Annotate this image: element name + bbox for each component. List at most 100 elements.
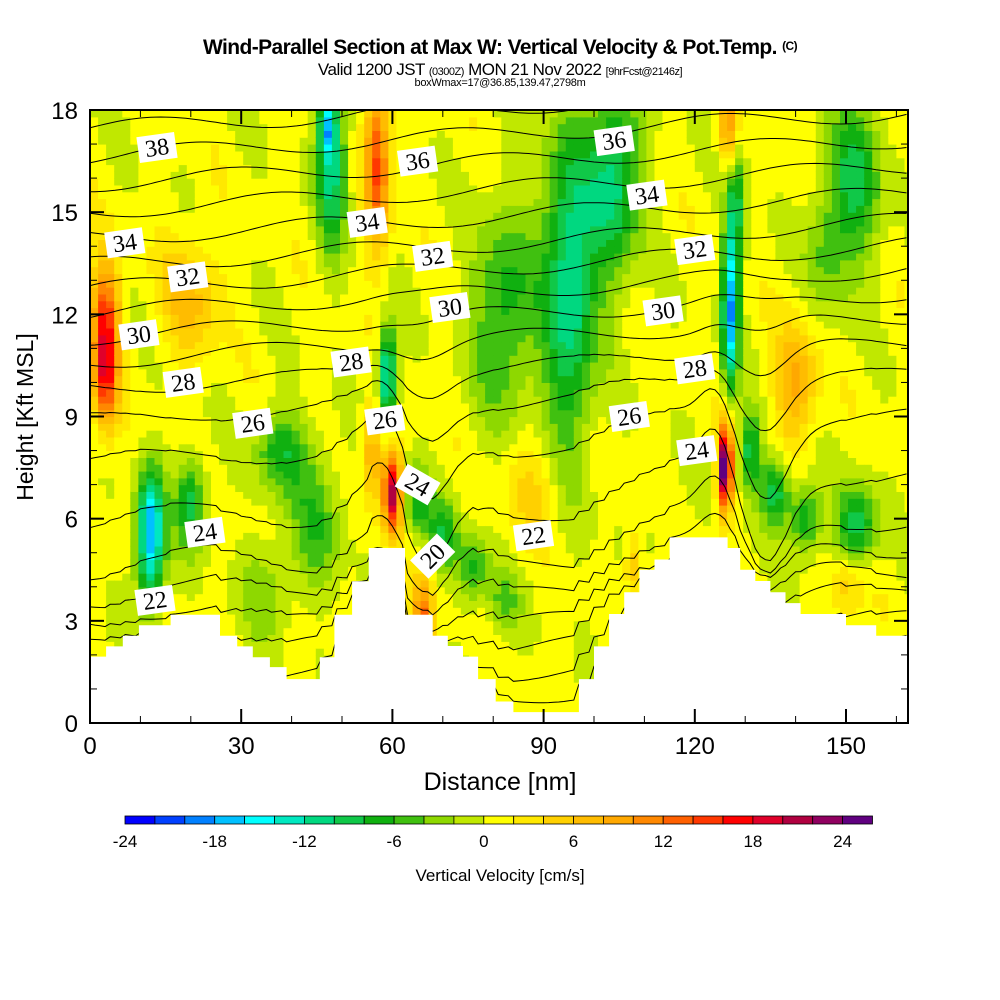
w-cell [477,273,486,281]
w-cell [372,110,381,118]
w-cell [114,150,123,159]
w-cell [98,205,107,213]
w-cell [380,518,389,527]
w-cell [380,178,389,186]
w-cell [267,253,277,261]
w-cell [154,511,164,520]
w-cell [340,266,349,275]
w-cell [340,198,349,206]
w-cell [227,525,236,533]
w-cell [469,614,478,622]
w-cell [138,259,148,268]
w-cell [477,402,486,411]
w-cell [525,219,535,227]
w-cell [348,552,357,561]
w-cell [170,191,180,200]
w-cell [501,695,510,704]
w-cell [251,539,260,547]
w-cell [493,471,502,479]
w-cell [420,409,430,418]
w-cell [452,328,462,336]
w-cell [444,525,454,533]
w-cell [460,219,470,227]
w-cell [275,225,285,234]
w-cell [485,205,494,213]
w-cell [259,443,268,452]
w-cell [211,184,220,193]
w-cell [251,307,260,315]
w-cell [130,436,139,445]
w-cell [340,259,349,268]
w-cell [130,191,139,200]
w-cell [146,293,156,302]
w-cell [162,171,172,179]
w-cell [485,593,494,601]
w-cell [404,287,414,295]
w-cell [283,368,293,377]
w-cell [138,450,148,458]
w-cell [251,627,260,635]
w-cell [485,110,494,118]
w-cell [436,164,446,172]
w-cell [162,566,172,574]
w-cell [501,416,510,424]
w-cell [106,116,115,125]
w-cell [388,184,398,193]
w-cell [227,205,236,213]
w-cell [291,239,301,247]
w-cell [235,307,244,315]
w-cell [219,573,228,581]
w-cell [251,287,260,295]
w-cell [267,654,277,663]
w-cell [235,116,244,125]
w-cell [138,484,148,492]
w-cell [412,321,422,329]
w-cell [178,580,188,588]
w-cell [372,382,381,390]
w-cell [444,382,454,390]
w-cell [106,293,115,302]
w-cell [348,300,357,309]
w-cell [106,280,115,288]
w-cell [460,355,470,363]
w-cell [154,566,164,574]
w-cell [509,116,518,125]
w-cell [194,293,204,302]
w-cell [460,341,470,349]
w-cell [154,416,164,424]
w-cell [307,355,317,363]
w-cell [291,654,301,663]
w-cell [227,511,236,520]
w-cell [275,212,285,220]
w-cell [291,198,301,206]
w-cell [219,253,228,261]
w-cell [372,334,381,343]
w-cell [138,123,148,131]
w-cell [412,607,422,615]
w-cell [315,539,325,547]
w-cell [477,341,486,349]
w-cell [452,130,462,138]
w-cell [396,273,406,281]
w-cell [444,205,454,213]
w-cell [517,273,527,281]
w-cell [178,123,188,131]
w-cell [452,593,462,601]
w-cell [202,505,212,513]
w-cell [122,164,131,172]
w-cell [469,552,478,561]
w-cell [235,253,244,261]
w-cell [315,545,325,554]
w-cell [469,450,478,458]
w-cell [420,505,430,513]
w-cell [315,300,325,309]
w-cell [380,280,389,288]
w-cell [307,539,317,547]
w-cell [259,130,268,138]
w-cell [138,545,148,554]
w-cell [509,219,518,227]
w-cell [380,307,389,315]
w-cell [170,559,180,567]
w-cell [372,287,381,295]
w-cell [243,239,252,247]
